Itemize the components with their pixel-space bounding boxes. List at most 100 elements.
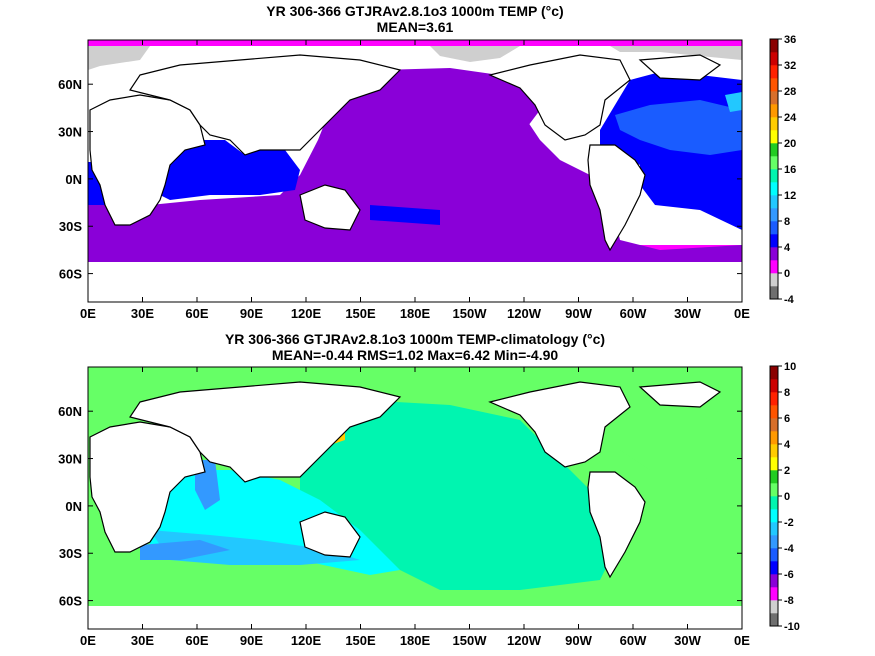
land-masses-b [89, 381, 722, 579]
colorbar-tick-label: 12 [784, 190, 796, 202]
map-panel-temp [88, 40, 742, 302]
x-tick-label: 0E [80, 306, 96, 321]
x-tick-label: 60E [185, 633, 208, 648]
colorbar-swatch [770, 117, 778, 131]
colorbar-tick-label: -2 [784, 517, 794, 529]
colorbar-tick-label: 4 [784, 242, 791, 254]
colorbar-swatch [770, 247, 778, 261]
x-tick-label: 60W [620, 306, 647, 321]
colorbar-swatch [770, 392, 778, 406]
colorbar-swatch [770, 182, 778, 196]
colorbar-swatch [770, 208, 778, 222]
y-tick-label: 30N [58, 452, 82, 467]
anom-field-indian-south [150, 530, 360, 565]
colorbar-swatch [770, 587, 778, 601]
x-tick-label: 0E [734, 306, 750, 321]
colorbar-swatch [770, 39, 778, 53]
colorbar-swatch [770, 78, 778, 92]
colorbar-swatch [770, 104, 778, 118]
colorbar-swatch [770, 143, 778, 157]
colorbar-tick-label: -10 [784, 621, 800, 633]
colorbar-tick-label: 0 [784, 268, 790, 280]
y-tick-label: 60S [59, 594, 82, 609]
x-tick-label: 150W [453, 633, 488, 648]
colorbar-tick-label: 36 [784, 34, 796, 46]
colorbar-swatch [770, 52, 778, 66]
field-arctic-gray [88, 46, 742, 70]
colorbar-swatch [770, 483, 778, 497]
colorbar-tick-label: 28 [784, 86, 796, 98]
colorbar-tick-label: 16 [784, 164, 796, 176]
x-tick-label: 150E [345, 633, 376, 648]
colorbar-swatch [770, 130, 778, 144]
colorbar-tick-label: 32 [784, 60, 796, 72]
colorbar-tick-label: -6 [784, 569, 794, 581]
colorbar-swatch [770, 366, 778, 380]
x-tick-label: 90W [565, 633, 592, 648]
colorbar-swatch [770, 600, 778, 614]
x-tick-label: 60E [185, 306, 208, 321]
land-masses-a [89, 54, 722, 252]
chart1-title: YR 306-366 GTJRAv2.8.1o3 1000m TEMP (°c) [266, 3, 564, 19]
x-tick-label: 120E [291, 633, 322, 648]
x-tick-label: 90E [240, 633, 263, 648]
colorbar-tick-label: -4 [784, 543, 795, 555]
colorbar-tick-label: 8 [784, 387, 790, 399]
colorbar-tick-label: 10 [784, 361, 796, 373]
y-tick-label: 0N [65, 172, 82, 187]
colorbar-tick-label: -8 [784, 595, 794, 607]
colorbar-swatch [770, 260, 778, 274]
x-tick-label: 120E [291, 306, 322, 321]
colorbar-swatch [770, 221, 778, 235]
chart1-subtitle: MEAN=3.61 [376, 19, 454, 35]
colorbar-swatch [770, 509, 778, 523]
colorbar-swatch [770, 405, 778, 419]
y-tick-label: 60S [59, 267, 82, 282]
y-tick-label: 60N [58, 77, 82, 92]
x-tick-label: 90E [240, 306, 263, 321]
x-tick-label: 0E [80, 633, 96, 648]
colorbar-swatch [770, 234, 778, 248]
colorbar-swatch [770, 613, 778, 627]
colorbar-swatch [770, 156, 778, 170]
field-atlantic-subtropical [615, 100, 742, 155]
x-tick-label: 30E [131, 306, 154, 321]
x-tick-label: 30E [131, 633, 154, 648]
anom-field-arabian [140, 460, 230, 560]
x-tick-label: 30W [674, 633, 701, 648]
y-tick-label: 30S [59, 546, 82, 561]
colorbar-swatch [770, 379, 778, 393]
colorbar-swatch [770, 169, 778, 183]
colorbar-tick-label: 8 [784, 216, 790, 228]
colorbar-tick-label: -4 [784, 294, 795, 306]
colorbar-swatch [770, 561, 778, 575]
colorbar-tick-label: 0 [784, 491, 790, 503]
colorbar-swatch [770, 65, 778, 79]
colorbar-swatch [770, 470, 778, 484]
field-tasman [370, 205, 440, 225]
colorbar-swatch [770, 574, 778, 588]
colorbar-swatch [770, 548, 778, 562]
map-panel-anomaly [88, 367, 742, 629]
x-tick-label: 120W [507, 633, 542, 648]
x-tick-label: 30W [674, 306, 701, 321]
y-tick-label: 30N [58, 125, 82, 140]
x-tick-label: 120W [507, 306, 542, 321]
x-tick-label: 150E [345, 306, 376, 321]
colorbar-tick-label: 20 [784, 138, 796, 150]
colorbar-swatch [770, 273, 778, 287]
colorbar-tick-label: 24 [784, 112, 797, 124]
x-tick-label: 180E [400, 306, 431, 321]
anom-field-na-green [620, 400, 742, 480]
x-tick-label: 0E [734, 633, 750, 648]
colorbar-swatch [770, 286, 778, 300]
colorbar-swatch [770, 535, 778, 549]
field-indian-ocean [150, 140, 300, 200]
anom-field-pacific [300, 400, 620, 590]
y-tick-label: 60N [58, 404, 82, 419]
colorbar-swatch [770, 522, 778, 536]
x-tick-label: 60W [620, 633, 647, 648]
colorbar-tick-label: 2 [784, 465, 790, 477]
colorbar-tick-label: 4 [784, 439, 791, 451]
